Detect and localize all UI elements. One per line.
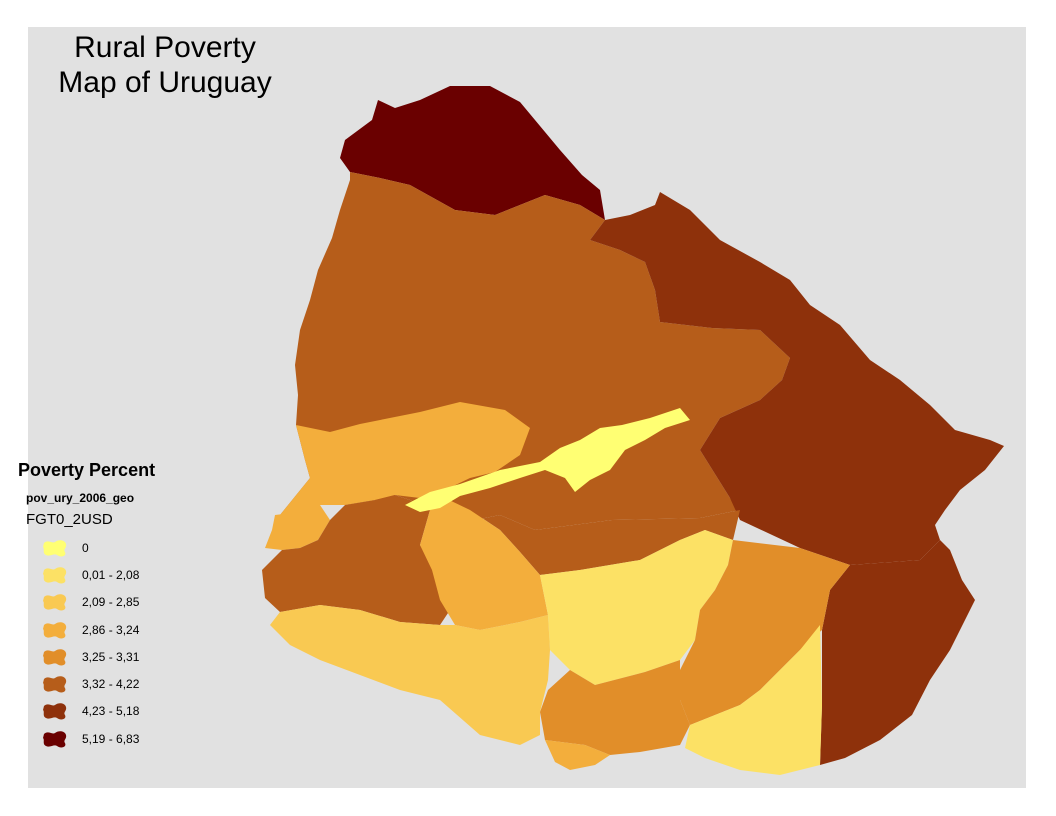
region-soriano[interactable] [262, 495, 450, 625]
legend-swatch-icon [43, 539, 67, 557]
legend-swatch-icon [43, 621, 67, 638]
region-rivera-cerro-largo[interactable] [590, 192, 1004, 565]
legend-label: 3,25 - 3,31 [82, 649, 140, 664]
region-rio-negro-reservoir [405, 408, 690, 512]
region-rio-negro[interactable] [280, 402, 530, 520]
legend-label: 3,32 - 4,22 [82, 677, 140, 692]
legend-swatch-icon [43, 594, 67, 611]
region-florida[interactable] [540, 530, 733, 685]
region-canelones[interactable] [540, 660, 690, 755]
legend-item: 3,32 - 4,22 [40, 670, 258, 697]
legend-item: 0 [40, 534, 258, 561]
legend-item: 2,09 - 2,85 [40, 589, 258, 616]
legend-label: 2,09 - 2,85 [82, 595, 140, 610]
legend-heading: Poverty Percent [18, 460, 156, 480]
region-lavalleja[interactable] [680, 540, 850, 725]
region-colonia-san-jose[interactable] [270, 605, 550, 745]
legend: Poverty Percent pov_ury_2006_geo FGT0_2U… [18, 460, 258, 752]
legend-label: 5,19 - 6,83 [82, 731, 140, 746]
legend-layer-name: pov_ury_2006_geo [26, 491, 135, 505]
region-maldonado[interactable] [685, 625, 822, 775]
legend-label: 4,23 - 5,18 [82, 704, 140, 719]
region-treinta-y-tres-rocha[interactable] [820, 540, 975, 765]
legend-swatch-icon [43, 567, 67, 584]
region-soriano-west[interactable] [265, 505, 330, 550]
legend-item: 3,25 - 3,31 [40, 643, 258, 670]
legend-item: 0,01 - 2,08 [40, 561, 258, 588]
legend-label: 0 [82, 540, 89, 555]
legend-swatch-icon [43, 649, 67, 666]
map-title: Rural Poverty Map of Uruguay [40, 30, 290, 100]
region-montevideo[interactable] [545, 740, 610, 770]
region-artigas[interactable] [340, 86, 605, 220]
legend-label: 2,86 - 3,24 [82, 622, 140, 637]
legend-item: 5,19 - 6,83 [40, 725, 258, 752]
legend-label: 0,01 - 2,08 [82, 567, 140, 582]
region-flores[interactable] [420, 498, 548, 630]
legend-item: 2,86 - 3,24 [40, 616, 258, 643]
legend-swatch-icon [43, 730, 67, 748]
legend-swatch-icon [43, 676, 67, 693]
legend-swatch-icon [43, 703, 67, 720]
legend-item: 4,23 - 5,18 [40, 698, 258, 725]
map-title-line-2: Map of Uruguay [58, 66, 272, 99]
legend-items: 0 0,01 - 2,08 2,09 - 2,85 2,86 - 3,24 3,… [18, 534, 258, 752]
legend-field-name: FGT0_2USD [26, 511, 113, 528]
region-durazno[interactable] [445, 498, 740, 575]
map-title-line-1: Rural Poverty [74, 31, 256, 64]
